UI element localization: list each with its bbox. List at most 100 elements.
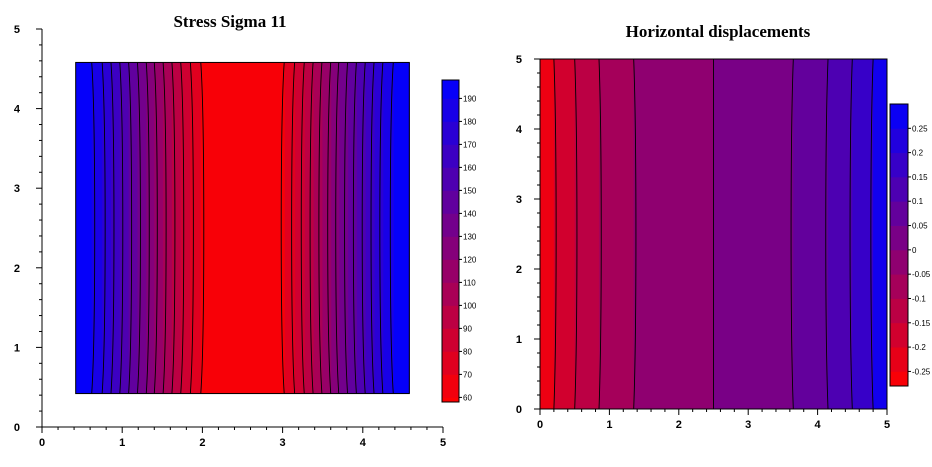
contour-line (309, 62, 314, 394)
contour-line (344, 62, 349, 394)
y-tick-label: 2 (14, 263, 20, 275)
contour-line (790, 58, 794, 410)
x-tick-label: 3 (280, 437, 286, 449)
colorbar-label: -0.1 (912, 294, 926, 303)
colorbar-swatch (442, 328, 459, 352)
contour-band (873, 59, 888, 409)
sigma11-panel: Stress Sigma 11 0 1 2 3 4 5 0 1 2 3 4 5 60 70 80 90 100… (14, 12, 477, 449)
colorbar-label: 140 (463, 209, 477, 218)
x-tick-label: 1 (119, 437, 125, 449)
contour-band (828, 59, 853, 409)
contour-line (180, 62, 185, 394)
colorbar-swatch (890, 371, 908, 387)
contour-line (825, 58, 829, 410)
colorbar-swatch (442, 144, 459, 168)
displacement-title: Horizontal displacements (626, 22, 811, 41)
contour-band (171, 62, 182, 394)
contour-band (330, 62, 340, 394)
colorbar-swatch (442, 98, 459, 122)
x-tick-label: 5 (884, 419, 890, 431)
colorbar-label: -0.15 (912, 319, 931, 328)
colorbar-label: 190 (463, 94, 477, 103)
contour-band (553, 59, 576, 409)
colorbar-label: 0.2 (912, 149, 924, 158)
displacement-plot (539, 58, 888, 410)
contour-line (574, 58, 578, 410)
contour-line (318, 62, 323, 394)
colorbar-label: 70 (463, 370, 472, 379)
contour-line (91, 62, 96, 394)
contour-band (713, 59, 794, 409)
colorbar-swatch (442, 374, 459, 398)
colorbar-label: 170 (463, 140, 477, 149)
colorbar-label: 90 (463, 324, 472, 333)
colorbar-label: 130 (463, 232, 477, 241)
contour-band (137, 62, 147, 394)
colorbar-swatch (442, 397, 459, 403)
colorbar-swatch (442, 121, 459, 145)
contour-line (849, 58, 853, 410)
colorbar-swatch (442, 213, 459, 237)
colorbar-label: -0.05 (912, 270, 931, 279)
contour-band (304, 62, 314, 394)
colorbar-label: 120 (463, 255, 477, 264)
colorbar-swatch (890, 322, 908, 348)
contour-line (389, 62, 394, 394)
contour-band (119, 62, 130, 394)
contour-band (163, 62, 173, 394)
colorbar-swatch (442, 236, 459, 260)
contour-band (793, 59, 829, 409)
displacement-colorbar: -0.25 -0.2 -0.15 -0.1 -0.05 0 0.05 0.1 0.15 0.2 0.… (889, 103, 931, 387)
colorbar-label: 100 (463, 301, 477, 310)
colorbar-label: 0.25 (912, 124, 928, 133)
x-tick-label: 4 (815, 419, 822, 431)
colorbar-swatch (442, 282, 459, 306)
contour-line (379, 62, 384, 394)
contour-band (356, 62, 366, 394)
colorbar-label: 0.1 (912, 197, 924, 206)
colorbar-swatch (442, 351, 459, 375)
colorbar-swatch (890, 152, 908, 178)
contour-line (145, 62, 150, 394)
x-tick-label: 5 (440, 437, 446, 449)
contour-band (321, 62, 332, 394)
contour-band (852, 59, 874, 409)
contour-line (189, 62, 194, 394)
colorbar-swatch (890, 274, 908, 299)
colorbar-label: 60 (463, 393, 472, 402)
contour-band (338, 62, 349, 394)
x-tick-label: 4 (360, 437, 367, 449)
y-tick-label: 3 (14, 183, 20, 195)
colorbar-swatch (890, 347, 908, 372)
contour-line (200, 62, 205, 394)
y-tick-label: 2 (516, 264, 522, 276)
y-tick-label: 1 (516, 334, 522, 346)
contour-line (598, 58, 602, 410)
colorbar-swatch (890, 176, 908, 202)
colorbar-label: 0.05 (912, 222, 928, 231)
contour-band (284, 62, 296, 394)
contour-line (335, 62, 340, 394)
contour-band (365, 62, 375, 394)
colorbar-swatch (890, 225, 908, 251)
contour-band (128, 62, 138, 394)
contour-line (291, 62, 296, 394)
y-tick-label: 3 (516, 194, 522, 206)
x-tick-label: 0 (39, 437, 45, 449)
colorbar-label: -0.25 (912, 367, 931, 376)
contour-line (327, 62, 332, 394)
colorbar-label: 160 (463, 163, 477, 172)
contour-band (393, 62, 410, 394)
domain-outline (75, 61, 410, 395)
y-tick-label: 4 (516, 124, 523, 136)
contour-line (633, 58, 637, 410)
colorbar-swatch (890, 298, 908, 324)
y-tick-label: 5 (516, 54, 522, 66)
colorbar-swatch (890, 249, 908, 275)
contour-band (190, 62, 202, 394)
colorbar-label: 80 (463, 347, 472, 356)
contour-line (300, 62, 305, 394)
contour-band (75, 62, 93, 394)
contour-line (110, 62, 115, 394)
contour-line (870, 58, 874, 410)
